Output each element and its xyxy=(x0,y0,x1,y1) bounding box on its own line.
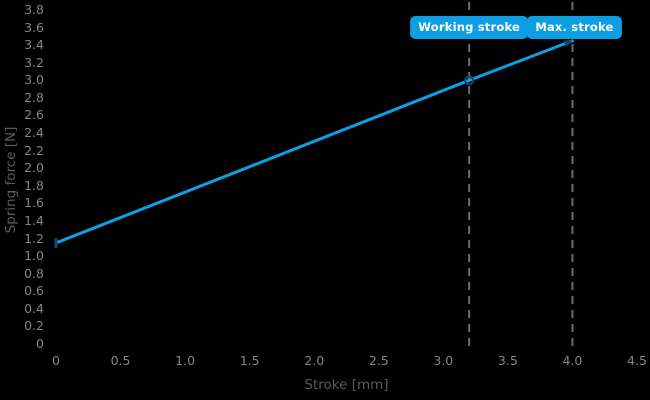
y-tick-label: 1.6 xyxy=(24,195,44,211)
series-line xyxy=(54,39,574,245)
y-tick-label: 2.6 xyxy=(24,107,44,123)
y-axis-title: Spring force [N] xyxy=(3,126,19,234)
x-tick-label: 2.0 xyxy=(304,353,325,368)
x-tick-label: 2.5 xyxy=(368,353,389,368)
y-tick-label: 1.4 xyxy=(24,212,44,228)
y-tick-label: 1.8 xyxy=(24,177,44,193)
max-stroke-badge[interactable]: Max. stroke xyxy=(527,16,622,39)
x-tick-label: 0 xyxy=(52,353,60,368)
y-tick-label: 3.0 xyxy=(24,72,44,88)
working-stroke-badge[interactable]: Working stroke xyxy=(410,16,528,39)
y-tick-label: 2.4 xyxy=(24,125,44,141)
x-tick-label: 1.0 xyxy=(175,353,196,368)
y-tick-label: 1.2 xyxy=(24,230,44,246)
x-tick-label: 3.0 xyxy=(433,353,454,368)
y-tick-label: 2.2 xyxy=(24,142,44,158)
x-tick-label: 4.0 xyxy=(562,353,583,368)
x-tick-label: 3.5 xyxy=(497,353,518,368)
x-tick-label: 4.5 xyxy=(627,353,647,368)
working-stroke-point[interactable] xyxy=(464,75,475,86)
y-tick-label: 0 xyxy=(36,336,44,351)
y-tick-label: 3.4 xyxy=(24,37,44,53)
y-tick-label: 0.2 xyxy=(24,318,44,334)
y-tick-label: 0.8 xyxy=(24,265,44,281)
y-tick-label: 0.6 xyxy=(24,283,44,299)
y-tick-label: 3.6 xyxy=(24,19,44,35)
x-tick-label: 1.5 xyxy=(239,353,260,368)
y-tick-label: 2.0 xyxy=(24,160,44,176)
x-tick-label: 0.5 xyxy=(110,353,131,368)
x-axis-title: Stroke [mm] xyxy=(304,377,389,393)
y-tick-label: 1.0 xyxy=(24,248,44,264)
y-tick-label: 3.2 xyxy=(24,54,44,70)
y-tick-label: 2.8 xyxy=(24,89,44,105)
y-tick-label: 0.4 xyxy=(24,300,44,316)
y-tick-label: 3.8 xyxy=(24,2,44,17)
series-end-marker[interactable] xyxy=(563,40,573,47)
series-start-marker[interactable] xyxy=(54,237,58,248)
